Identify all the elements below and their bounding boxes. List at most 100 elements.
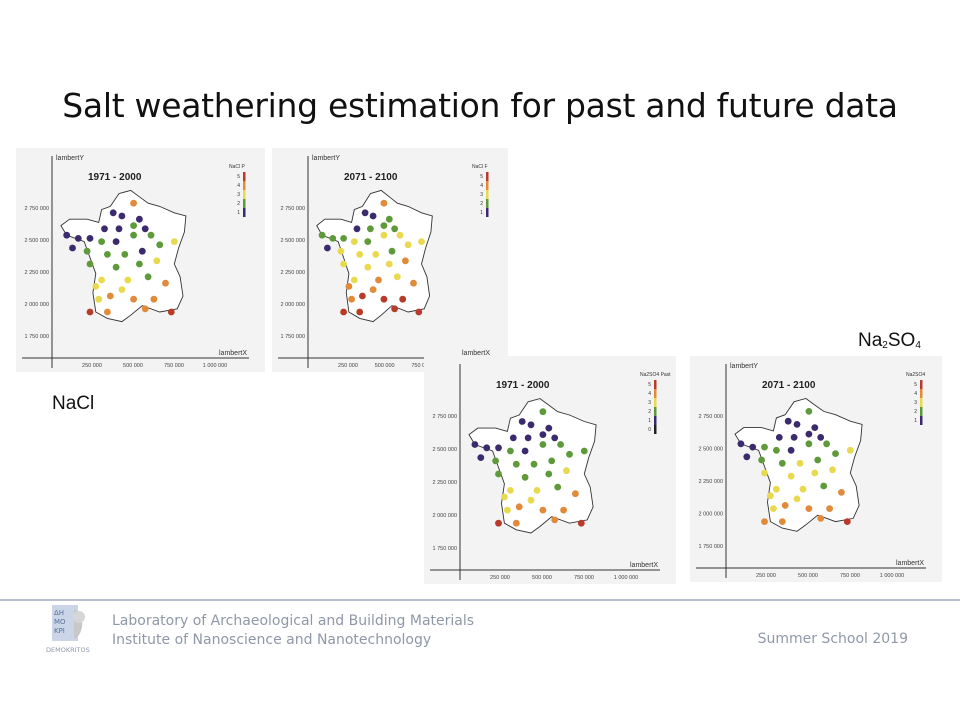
site-marker — [530, 460, 538, 468]
site-marker — [512, 460, 520, 468]
legend-tick-label: 2 — [480, 201, 483, 207]
y-tick-label: 2 000 000 — [433, 513, 457, 519]
site-marker — [118, 286, 126, 293]
site-marker — [778, 459, 786, 467]
legend-swatch — [243, 190, 246, 199]
footer-divider — [0, 599, 960, 601]
site-marker — [150, 295, 158, 303]
site-marker — [820, 482, 828, 490]
site-marker — [147, 231, 155, 239]
site-marker — [793, 495, 801, 503]
y-tick-label: 2 000 000 — [25, 302, 49, 308]
x-tick-label: 500 000 — [798, 573, 818, 579]
site-marker — [504, 506, 511, 514]
x-tick-label: 1 000 000 — [880, 573, 904, 579]
legend-swatch — [654, 407, 657, 416]
y-tick-label: 2 500 000 — [699, 447, 723, 453]
x-tick-label: 1 000 000 — [614, 575, 638, 581]
nacl-label: NaCl — [52, 393, 95, 414]
site-marker — [121, 251, 129, 258]
site-marker — [391, 225, 398, 233]
site-marker — [415, 308, 423, 316]
site-marker — [393, 273, 401, 281]
legend-tick-label: 1 — [480, 210, 483, 216]
legend-swatch — [654, 416, 657, 425]
legend-swatch — [486, 172, 489, 181]
legend-swatch — [920, 407, 923, 416]
site-marker — [106, 292, 114, 300]
site-marker — [98, 276, 105, 284]
site-marker — [761, 443, 768, 451]
y-axis-label: lambertY — [730, 363, 758, 370]
logo-wordmark: DEMOKRITOS — [46, 646, 90, 654]
legend-tick-label: 2 — [648, 409, 651, 415]
map-na2so4-future: lambertY lambertX 2 750 000 2 500 000 2 250 … — [696, 363, 926, 579]
site-marker — [524, 434, 532, 442]
site-marker — [539, 408, 547, 416]
site-marker — [787, 446, 795, 454]
site-marker — [545, 424, 553, 432]
site-marker — [396, 231, 404, 239]
site-marker — [533, 487, 541, 494]
site-marker — [509, 434, 517, 442]
site-marker — [758, 456, 765, 464]
site-marker — [141, 305, 149, 313]
site-marker — [539, 506, 547, 514]
y-tick-label: 2 500 000 — [25, 238, 49, 244]
site-marker — [63, 231, 71, 239]
legend-swatch — [654, 389, 657, 398]
site-marker — [539, 431, 547, 438]
x-axis-label: lambertX — [219, 350, 247, 357]
y-tick-label: 2 750 000 — [281, 206, 305, 212]
site-marker — [778, 518, 786, 525]
site-marker — [805, 440, 813, 448]
site-marker — [471, 441, 479, 448]
y-tick-label: 2 000 000 — [281, 302, 305, 308]
x-tick-label: 750 000 — [164, 363, 184, 369]
site-marker — [563, 467, 570, 475]
legend-swatch — [243, 172, 246, 181]
y-axis-label: lambertY — [312, 155, 340, 162]
svg-text:ΚΡΙ: ΚΡΙ — [54, 627, 65, 635]
x-tick-label: 500 000 — [123, 363, 143, 369]
site-marker — [364, 238, 372, 245]
y-tick-label: 1 750 000 — [699, 544, 723, 550]
site-marker — [787, 472, 795, 480]
site-marker — [124, 276, 132, 284]
y-tick-label: 2 500 000 — [433, 447, 457, 453]
x-axis-label: lambertX — [630, 562, 658, 569]
site-marker — [829, 466, 836, 474]
site-marker — [118, 212, 126, 220]
map-panel-nacl-future: lambertY lambertX 2 750 000 2 500 000 2 250 … — [272, 148, 508, 372]
site-marker — [340, 235, 347, 242]
site-marker — [170, 238, 178, 245]
x-axis-label: lambertX — [462, 350, 490, 357]
site-marker — [495, 444, 502, 452]
site-marker — [136, 260, 143, 268]
x-tick-label: 250 000 — [756, 573, 776, 579]
site-marker — [796, 459, 804, 467]
site-marker — [141, 225, 149, 233]
footer-lab-text: Laboratory of Archaeological and Buildin… — [112, 612, 474, 650]
y-tick-label: 1 750 000 — [433, 546, 457, 552]
legend-tick-label: 4 — [648, 391, 651, 397]
x-axis-label: lambertX — [896, 560, 924, 567]
x-tick-label: 750 000 — [840, 573, 860, 579]
legend-tick-label: 1 — [914, 418, 917, 424]
site-marker — [477, 454, 485, 461]
period-title: 2071 - 2100 — [344, 172, 398, 183]
institute-name: Institute of Nanoscience and Nanotechnol… — [112, 632, 432, 648]
legend-swatch — [243, 199, 246, 208]
legend-title: NaCl P — [229, 164, 246, 170]
site-marker — [364, 263, 372, 271]
site-marker — [773, 446, 780, 454]
site-marker — [551, 434, 559, 442]
site-marker — [337, 247, 345, 255]
site-marker — [817, 434, 825, 441]
site-marker — [318, 231, 326, 239]
site-marker — [350, 276, 358, 284]
legend-tick-label: 0 — [648, 427, 651, 433]
site-marker — [92, 283, 100, 290]
site-marker — [799, 485, 807, 493]
site-marker — [130, 295, 137, 303]
